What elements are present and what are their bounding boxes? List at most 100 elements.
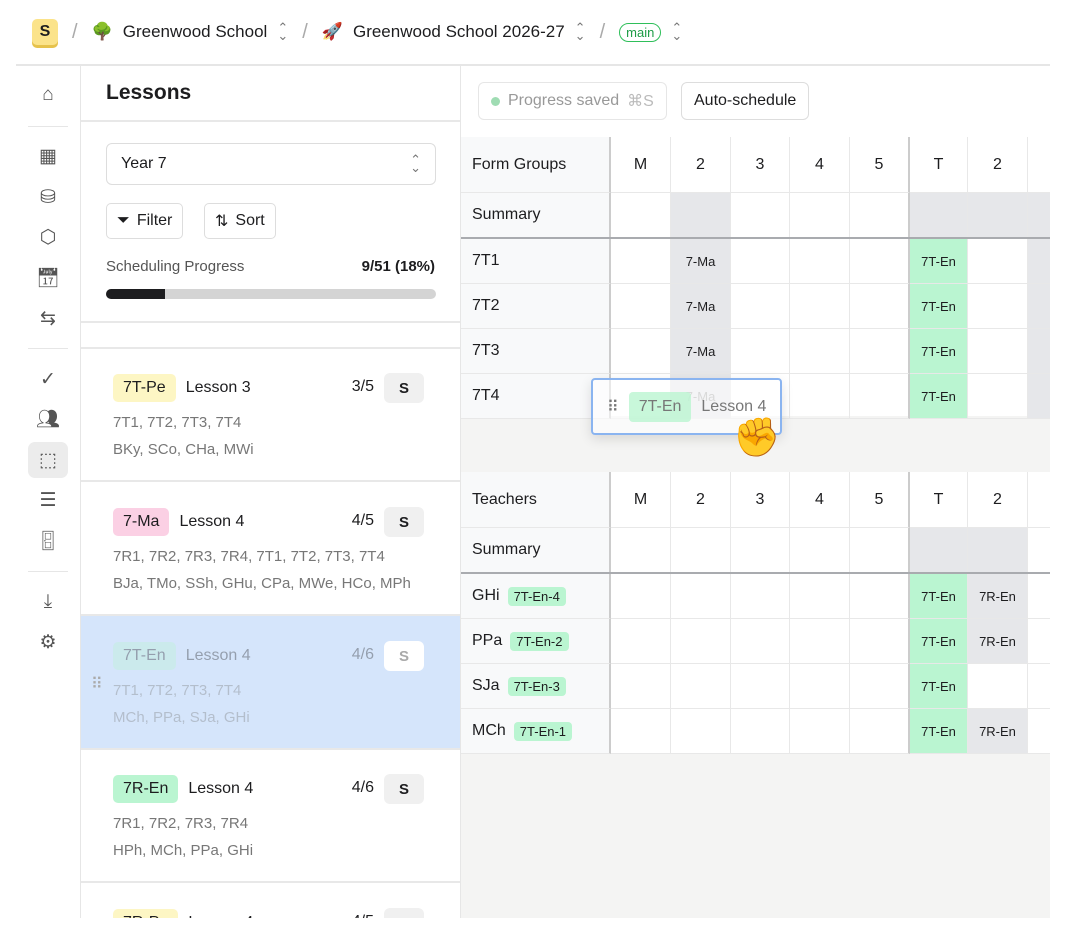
timetable-slot[interactable] — [731, 329, 790, 374]
s-button[interactable]: S — [384, 908, 424, 918]
summary-slot[interactable] — [910, 528, 968, 573]
timetable-slot[interactable] — [1028, 619, 1050, 664]
timetable-slot[interactable] — [1028, 664, 1050, 709]
timetable-slot[interactable] — [790, 709, 850, 754]
year-switcher[interactable]: 🚀 Greenwood School 2026-27 ⌃ ⌄ — [322, 21, 586, 42]
s-button[interactable]: S — [384, 507, 424, 537]
timetable-slot[interactable] — [790, 374, 850, 419]
schedule-drag-icon[interactable]: ⬚ — [28, 442, 68, 478]
timetable-slot[interactable] — [850, 709, 910, 754]
summary-slot[interactable] — [968, 193, 1028, 238]
timetable-slot[interactable] — [611, 709, 671, 754]
summary-slot[interactable] — [671, 528, 731, 573]
timetable-slot[interactable]: 7-Ma — [671, 239, 731, 284]
summary-slot[interactable] — [1028, 193, 1050, 238]
timetable-slot[interactable] — [790, 619, 850, 664]
timetable-slot[interactable]: 7T — [1028, 239, 1050, 284]
timetable-slot[interactable] — [731, 709, 790, 754]
timetable-slot[interactable] — [611, 284, 671, 329]
summary-slot[interactable] — [790, 193, 850, 238]
lesson-card[interactable]: 7R-Pe Lesson 4 4/5 S — [81, 883, 460, 918]
lesson-card[interactable]: ⠿ 7T-En Lesson 4 4/6 S 7T1, 7T2, 7T3, 7T4 MC… — [81, 616, 460, 750]
summary-slot[interactable] — [910, 193, 968, 238]
timetable-slot[interactable] — [850, 619, 910, 664]
timetable-slot[interactable] — [731, 284, 790, 329]
timetable-slot[interactable] — [850, 574, 910, 619]
summary-slot[interactable] — [850, 193, 910, 238]
timetable-slot[interactable] — [850, 329, 910, 374]
grid-icon[interactable]: ▦ — [39, 145, 57, 167]
timetable-slot[interactable] — [611, 329, 671, 374]
timetable-slot[interactable] — [1028, 709, 1050, 754]
timetable-slot[interactable]: 7-Ma — [671, 329, 731, 374]
lesson-card-clipped[interactable] — [81, 323, 460, 349]
timetable-slot[interactable]: 7T — [1028, 374, 1050, 419]
s-button[interactable]: S — [384, 373, 424, 403]
timetable-slot[interactable] — [790, 239, 850, 284]
door-icon[interactable]: 🚪︎ — [35, 531, 61, 552]
timetable-slot[interactable]: 7T-En — [910, 374, 968, 419]
sort-button[interactable]: ⇅ Sort — [204, 203, 276, 239]
database-icon[interactable]: ⛁ — [40, 186, 56, 208]
timetable-slot[interactable] — [731, 574, 790, 619]
timetable-slot[interactable]: 7T — [1028, 284, 1050, 329]
timetable-slot[interactable] — [790, 284, 850, 329]
summary-slot[interactable] — [611, 528, 671, 573]
ordered-list-icon[interactable]: ☰ — [39, 489, 57, 511]
timetable-slot[interactable] — [790, 574, 850, 619]
timetable-slot[interactable] — [731, 619, 790, 664]
home-icon[interactable]: ⌂ — [42, 84, 54, 105]
timetable-slot[interactable] — [850, 664, 910, 709]
timetable-slot[interactable]: 7T — [1028, 329, 1050, 374]
lesson-card[interactable]: 7T-Pe Lesson 3 3/5 S 7T1, 7T2, 7T3, 7T4 BKy… — [81, 348, 460, 482]
summary-slot[interactable] — [731, 528, 790, 573]
cube-icon[interactable]: ⬡ — [39, 226, 57, 248]
lesson-card[interactable]: 7R-En Lesson 4 4/6 S 7R1, 7R2, 7R3, 7R4 HPh… — [81, 749, 460, 883]
summary-slot[interactable] — [731, 193, 790, 238]
timetable-slot[interactable]: 7R-En — [968, 574, 1028, 619]
summary-slot[interactable] — [968, 528, 1028, 573]
timetable-slot[interactable] — [611, 574, 671, 619]
gear-icon[interactable]: ⚙ — [39, 631, 57, 653]
timetable-slot[interactable]: 7R-En — [968, 619, 1028, 664]
timetable-slot[interactable]: 7T-En — [910, 619, 968, 664]
timetable-slot[interactable] — [671, 619, 731, 664]
timetable-slot[interactable] — [611, 664, 671, 709]
drag-handle-icon[interactable]: ⠿ — [91, 676, 103, 693]
timetable-slot[interactable] — [671, 709, 731, 754]
filter-button[interactable]: ⏷ Filter — [106, 203, 184, 239]
check-circle-icon[interactable]: ✓ — [40, 368, 56, 390]
timetable-slot[interactable] — [968, 374, 1028, 419]
timetable-slot[interactable]: 7T-En — [910, 664, 968, 709]
timetable-slot[interactable] — [731, 664, 790, 709]
timetable-slot[interactable] — [850, 374, 910, 419]
s-button[interactable]: S — [384, 774, 424, 804]
summary-slot[interactable] — [850, 528, 910, 573]
branch-switcher[interactable]: main ⌃ ⌄ — [619, 21, 682, 42]
timetable-slot[interactable] — [850, 239, 910, 284]
timetable-slot[interactable] — [850, 284, 910, 329]
timetable-slot[interactable] — [968, 284, 1028, 329]
timetable-slot[interactable] — [790, 664, 850, 709]
timetable-slot[interactable] — [968, 239, 1028, 284]
summary-slot[interactable] — [790, 528, 850, 573]
timetable-slot[interactable]: 7T-En — [910, 329, 968, 374]
timetable-slot[interactable]: 7R-En — [968, 709, 1028, 754]
dragged-lesson[interactable]: ⠿ 7T-En Lesson 4 — [591, 378, 782, 435]
timetable-slot[interactable] — [968, 664, 1028, 709]
swap-icon[interactable]: ⇆ — [40, 307, 56, 329]
timetable-slot[interactable] — [671, 664, 731, 709]
summary-slot[interactable] — [1028, 528, 1050, 573]
timetable-slot[interactable] — [790, 329, 850, 374]
timetable-slot[interactable]: 7T-En — [910, 574, 968, 619]
timetable-slot[interactable] — [968, 329, 1028, 374]
timetable-slot[interactable] — [731, 239, 790, 284]
users-icon[interactable]: 👥︎ — [35, 409, 61, 430]
auto-schedule-button[interactable]: Auto-schedule — [681, 82, 810, 120]
timetable-slot[interactable] — [611, 239, 671, 284]
year-select[interactable]: Year 7 ⌃ ⌄ — [106, 143, 436, 185]
download-icon[interactable]: ⤓ — [43, 591, 53, 612]
summary-slot[interactable] — [611, 193, 671, 238]
timetable-slot[interactable]: 7T-En — [910, 284, 968, 329]
timetable-slot[interactable]: 7T-En — [910, 709, 968, 754]
